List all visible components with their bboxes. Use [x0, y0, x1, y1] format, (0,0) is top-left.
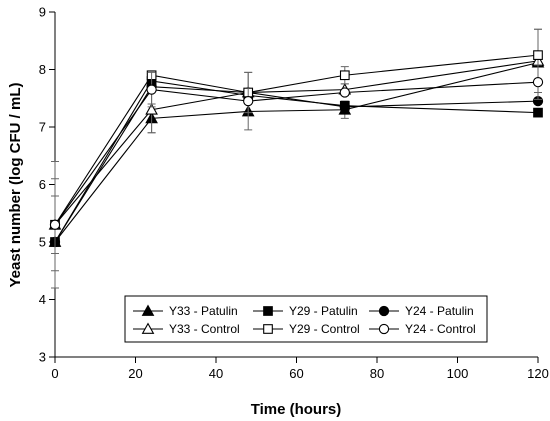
data-point: [243, 95, 254, 107]
legend-marker: [378, 323, 390, 335]
series-layer: [48, 28, 545, 289]
legend-label: Y29 - Patulin: [289, 304, 358, 318]
x-tick-label: 0: [51, 366, 58, 381]
legend-label: Y24 - Patulin: [405, 304, 474, 318]
series-line: [54, 80, 539, 243]
legend-label: Y33 - Control: [169, 322, 240, 336]
legend-item: Y33 - Patulin: [133, 304, 238, 318]
x-tick-label: 60: [289, 366, 303, 381]
legend-marker: [378, 305, 390, 317]
legend-label: Y24 - Control: [405, 322, 476, 336]
y-axis-title: Yeast number (log CFU / mL): [7, 82, 24, 287]
y-tick-label: 5: [39, 235, 46, 250]
legend-item: Y29 - Patulin: [253, 304, 358, 318]
legend-box: [124, 295, 488, 343]
y-tick-label: 7: [39, 120, 46, 135]
series-2: [50, 76, 543, 247]
data-point: [533, 50, 543, 60]
data-point: [339, 101, 350, 113]
y-tick-label: 9: [39, 5, 46, 20]
legend-label: Y33 - Patulin: [169, 304, 238, 318]
x-tick-label: 120: [527, 366, 549, 381]
data-point: [145, 103, 158, 115]
legend-marker: [263, 324, 273, 334]
y-tick-label: 8: [39, 62, 46, 77]
series-3: [49, 81, 544, 248]
series-line: [54, 60, 539, 226]
legend-item: Y29 - Control: [253, 322, 360, 336]
series-4: [48, 28, 545, 254]
data-point: [339, 70, 350, 81]
legend-marker: [141, 322, 155, 334]
x-tick-label: 20: [128, 366, 142, 381]
y-axis: 3 4 5 6 7 8 9: [39, 5, 55, 365]
legend-item: Y24 - Patulin: [369, 304, 474, 318]
x-tick-label: 40: [209, 366, 223, 381]
data-point: [532, 77, 544, 88]
legend-marker: [141, 304, 155, 316]
y-tick-label: 3: [39, 350, 46, 365]
series-5: [50, 28, 543, 272]
x-tick-label: 100: [447, 366, 469, 381]
legend-label: Y29 - Control: [289, 322, 360, 336]
data-point: [533, 107, 543, 118]
data-point: [146, 84, 157, 95]
legend-item: Y24 - Control: [369, 322, 476, 336]
series-line: [54, 62, 539, 243]
data-point: [339, 87, 350, 98]
legend-marker: [263, 306, 273, 316]
x-axis-title: Time (hours): [251, 401, 342, 418]
data-point: [49, 219, 61, 230]
legend-item: Y33 - Control: [133, 322, 240, 336]
series-6: [49, 64, 544, 289]
x-tick-label: 80: [370, 366, 384, 381]
y-tick-label: 4: [39, 292, 46, 307]
x-axis: 0 20 40 60 80 100 120: [51, 357, 549, 381]
y-tick-label: 6: [39, 177, 46, 192]
legend: Y33 - Patulin Y29 - Patulin Y24 - Patulin Y…: [124, 295, 488, 343]
